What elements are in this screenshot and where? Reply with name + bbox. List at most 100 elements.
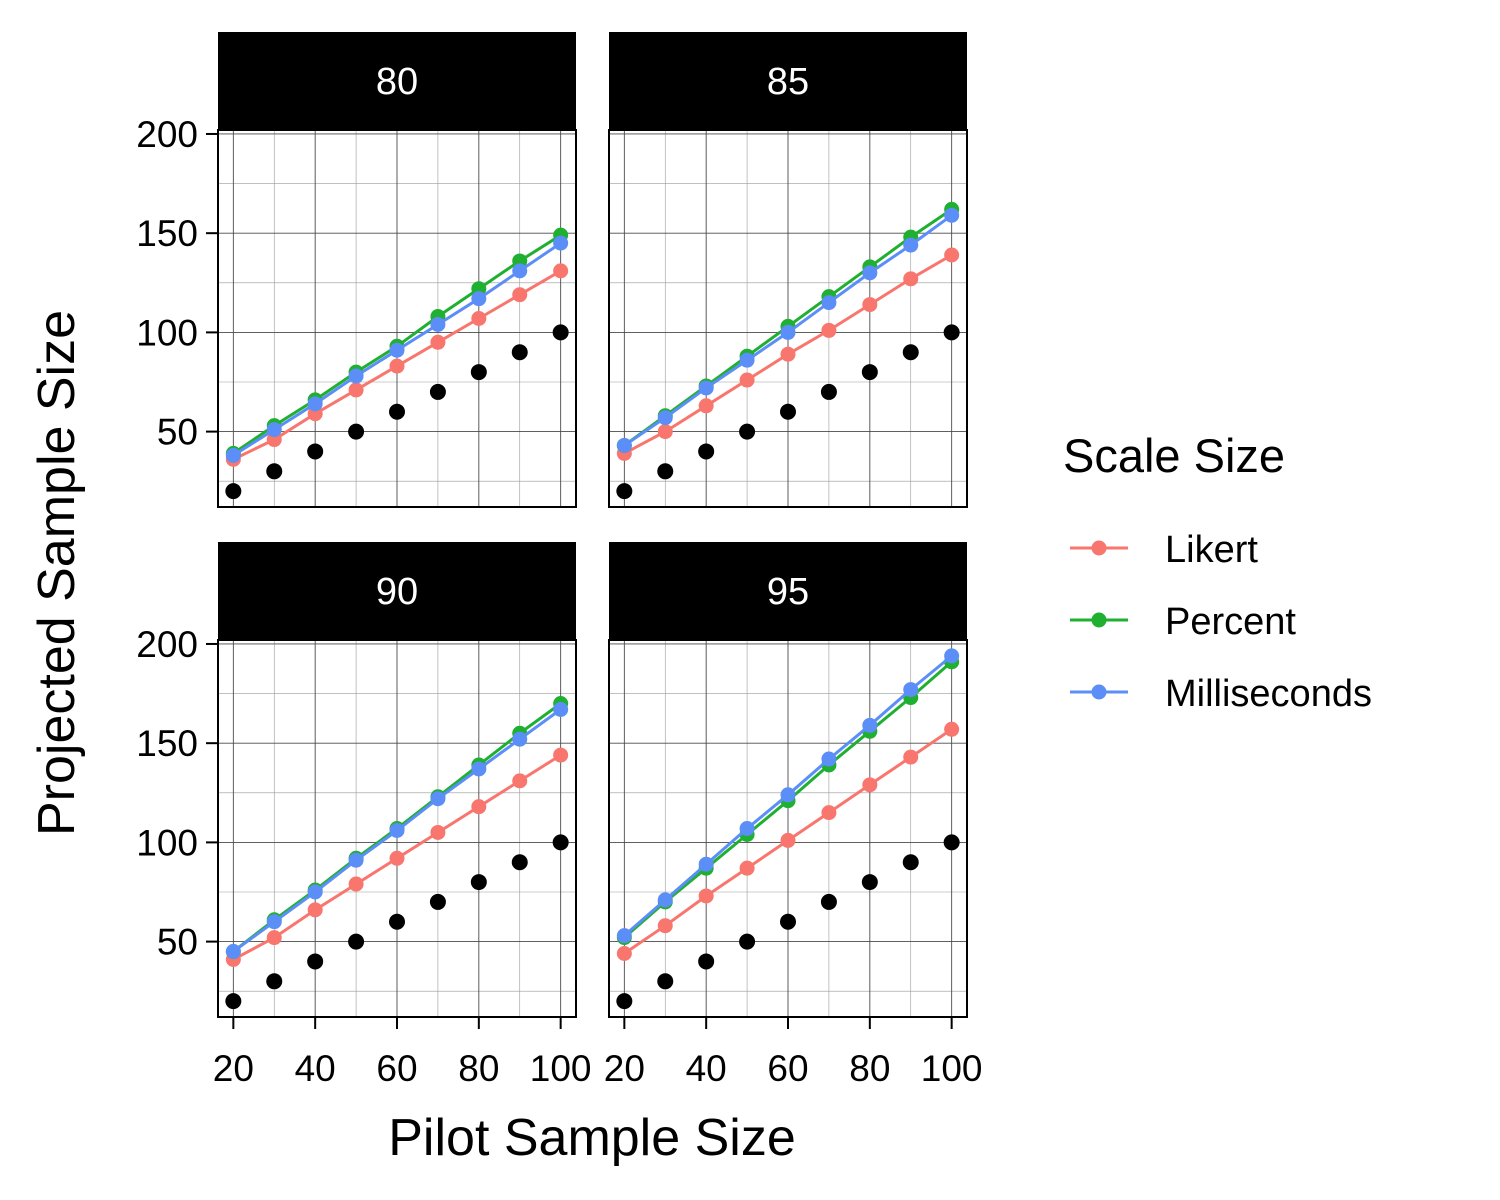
legend-item-likert: Likert xyxy=(1070,529,1258,571)
series-point-likert xyxy=(389,358,405,374)
x-tick-label: 100 xyxy=(530,1048,592,1089)
series-point-milliseconds xyxy=(657,410,673,426)
reference-point xyxy=(616,993,633,1010)
reference-point xyxy=(511,344,528,361)
series-point-likert xyxy=(512,287,528,303)
x-tick-label: 60 xyxy=(767,1048,808,1089)
series-point-milliseconds xyxy=(307,396,323,412)
series-point-milliseconds xyxy=(512,263,528,279)
series-point-milliseconds xyxy=(862,265,878,281)
legend-key-point xyxy=(1091,684,1107,700)
series-point-milliseconds xyxy=(698,380,714,396)
reference-point xyxy=(943,834,960,851)
legend-label: Likert xyxy=(1165,529,1258,571)
panel-border xyxy=(217,129,577,508)
y-tick-label: 150 xyxy=(136,213,198,254)
series-point-likert xyxy=(698,888,714,904)
series-point-milliseconds xyxy=(553,235,569,251)
series-point-milliseconds xyxy=(616,928,632,944)
facet-strip xyxy=(609,32,967,130)
series-point-likert xyxy=(389,850,405,866)
facet-strip-label: 85 xyxy=(767,61,809,103)
series-point-likert xyxy=(903,271,919,287)
series-point-likert xyxy=(553,263,569,279)
series-point-milliseconds xyxy=(348,368,364,384)
series-point-likert xyxy=(821,805,837,821)
legend: Scale Size Likert Percent Milliseconds xyxy=(1063,429,1372,715)
series-point-likert xyxy=(553,747,569,763)
series-point-milliseconds xyxy=(512,731,528,747)
series-point-milliseconds xyxy=(389,822,405,838)
series-point-milliseconds xyxy=(780,324,796,340)
series-point-likert xyxy=(471,799,487,815)
series-point-milliseconds xyxy=(739,352,755,368)
series-point-milliseconds xyxy=(616,437,632,453)
series-point-likert xyxy=(348,876,364,892)
reference-point xyxy=(820,893,837,910)
y-tick-label: 200 xyxy=(136,114,198,155)
reference-point xyxy=(943,324,960,341)
series-point-milliseconds xyxy=(821,295,837,311)
axes: 50 100 150 200 50 100 150 200 20 40 60 80 100 20 40 60 8… xyxy=(136,114,982,1089)
reference-point xyxy=(861,874,878,891)
series-point-likert xyxy=(616,946,632,962)
reference-point xyxy=(266,463,283,480)
facet-panels: 80 85 90 95 xyxy=(217,32,968,1018)
x-tick-label: 100 xyxy=(921,1048,983,1089)
reference-point xyxy=(552,324,569,341)
series-point-milliseconds xyxy=(266,422,282,438)
reference-point xyxy=(780,403,796,420)
reference-point xyxy=(225,483,242,500)
series-point-likert xyxy=(739,860,755,876)
x-tick-label: 20 xyxy=(213,1048,254,1089)
series-point-milliseconds xyxy=(903,682,919,698)
series-point-milliseconds xyxy=(903,237,919,253)
series-point-milliseconds xyxy=(225,447,241,463)
series-point-milliseconds xyxy=(553,701,569,717)
series-point-milliseconds xyxy=(698,856,714,872)
series-point-likert xyxy=(944,721,960,737)
reference-point xyxy=(657,463,674,480)
legend-key-point xyxy=(1091,540,1107,556)
y-tick-label: 200 xyxy=(136,624,198,665)
reference-point xyxy=(307,443,324,460)
series-point-likert xyxy=(657,424,673,440)
series-point-likert xyxy=(821,322,837,338)
reference-point xyxy=(698,443,715,460)
series-point-milliseconds xyxy=(739,821,755,836)
series-point-milliseconds xyxy=(389,342,405,358)
reference-point xyxy=(470,364,487,381)
series-point-likert xyxy=(430,334,446,350)
facet-strip xyxy=(609,542,967,640)
x-axis-title: Pilot Sample Size xyxy=(388,1109,796,1167)
series-point-likert xyxy=(739,372,755,388)
series-point-milliseconds xyxy=(944,207,960,223)
reference-point xyxy=(552,834,569,851)
facet-strip-label: 80 xyxy=(376,61,418,103)
reference-point xyxy=(657,973,674,990)
series-point-likert xyxy=(430,824,446,840)
reference-point xyxy=(348,933,365,950)
facet-panel-85: 85 xyxy=(608,32,968,508)
reference-point xyxy=(429,893,446,910)
x-tick-label: 20 xyxy=(604,1048,645,1089)
y-axis-title: Projected Sample Size xyxy=(28,310,86,836)
reference-point xyxy=(389,403,405,420)
reference-point xyxy=(820,383,837,400)
series-point-likert xyxy=(862,297,878,313)
series-point-milliseconds xyxy=(225,944,241,960)
series-point-milliseconds xyxy=(821,751,837,767)
series-point-likert xyxy=(307,902,323,918)
reference-point xyxy=(307,953,324,970)
series-point-milliseconds xyxy=(780,787,796,803)
x-tick-label: 80 xyxy=(458,1048,499,1089)
legend-item-percent: Percent xyxy=(1070,601,1296,643)
series-point-likert xyxy=(780,832,796,848)
y-tick-label: 50 xyxy=(157,412,198,453)
legend-title: Scale Size xyxy=(1063,429,1285,482)
series-point-likert xyxy=(471,311,487,326)
facet-panel-80: 80 xyxy=(217,32,577,508)
reference-point xyxy=(780,913,796,930)
reference-point xyxy=(225,993,242,1010)
reference-point xyxy=(348,423,365,440)
